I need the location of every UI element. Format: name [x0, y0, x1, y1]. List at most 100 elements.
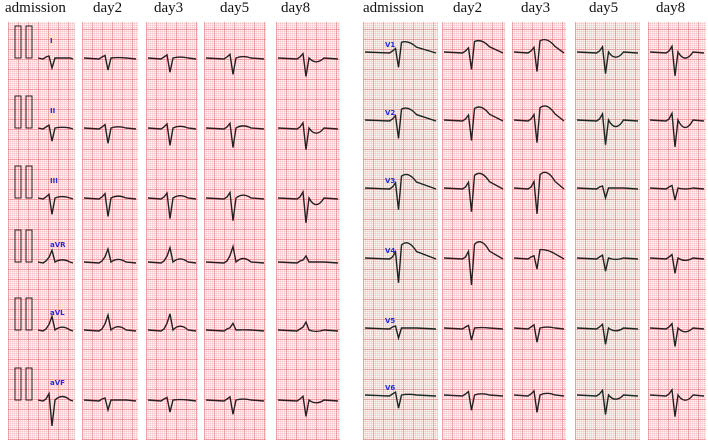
ecg-trace [147, 396, 197, 413]
ecg-strip [648, 22, 706, 440]
ecg-trace [513, 323, 565, 343]
ecg-trace [576, 322, 639, 345]
ecg-trace [83, 397, 137, 413]
ecg-trace [37, 123, 74, 142]
ecg-trace [37, 391, 74, 426]
ecg-trace [147, 122, 197, 146]
ecg-strip [512, 22, 566, 440]
calibration-pulse [14, 229, 22, 263]
calibration-pulse [25, 367, 33, 401]
calibration-pulse [14, 95, 22, 129]
ecg-strip [276, 22, 340, 440]
ecg-trace [576, 253, 639, 272]
lead-label: V3 [385, 177, 395, 185]
ecg-trace [277, 189, 339, 223]
lead-label: V1 [385, 41, 395, 49]
ecg-trace [364, 325, 437, 341]
ecg-trace [649, 184, 705, 201]
calibration-pulse [14, 297, 22, 331]
ecg-trace [649, 322, 705, 347]
ecg-trace [205, 243, 265, 264]
ecg-trace [277, 394, 339, 417]
calibration-pulse [25, 229, 33, 263]
ecg-trace [83, 54, 137, 71]
ecg-trace [83, 123, 137, 144]
lead-label: V4 [385, 247, 395, 255]
ecg-trace [277, 254, 339, 264]
lead-label: V5 [385, 317, 395, 325]
ecg-strip [442, 22, 505, 440]
ecg-trace [649, 387, 705, 417]
ecg-trace [277, 120, 339, 150]
ecg-trace [443, 390, 504, 411]
ecg-trace [513, 389, 565, 413]
ecg-trace [83, 246, 137, 264]
lead-label: aVL [50, 309, 65, 317]
ecg-strip [363, 22, 438, 440]
ecg-trace [205, 321, 265, 332]
ecg-trace [649, 44, 705, 76]
ecg-trace [513, 248, 565, 270]
calibration-pulse [14, 25, 22, 59]
ecg-trace [205, 395, 265, 415]
ecg-trace [83, 192, 137, 217]
lead-label: V2 [385, 109, 395, 117]
ecg-trace [83, 312, 137, 332]
ecg-trace [37, 55, 74, 71]
ecg-trace [205, 52, 265, 75]
calibration-pulse [14, 367, 22, 401]
ecg-strip [204, 22, 266, 440]
column-header: day5 [220, 0, 250, 16]
ecg-trace [649, 253, 705, 274]
ecg-trace [576, 111, 639, 145]
ecg-trace [443, 324, 504, 341]
ecg-trace [513, 105, 565, 143]
column-header: day3 [521, 0, 551, 16]
ecg-trace [443, 39, 504, 70]
ecg-trace [364, 390, 437, 409]
calibration-pulse [25, 95, 33, 129]
lead-label: I [50, 37, 53, 45]
ecg-trace [277, 52, 339, 77]
lead-label: V6 [385, 384, 395, 392]
ecg-strip [575, 22, 640, 440]
column-header: day3 [154, 0, 184, 16]
calibration-pulse [25, 297, 33, 331]
ecg-trace [364, 173, 437, 210]
ecg-trace [364, 40, 437, 68]
column-header: admission [5, 0, 66, 16]
ecg-trace [37, 248, 74, 264]
ecg-trace [649, 110, 705, 148]
ecg-trace [147, 245, 197, 264]
ecg-trace [147, 53, 197, 73]
column-header: day2 [93, 0, 123, 16]
ecg-trace [576, 185, 639, 201]
ecg-trace [205, 121, 265, 148]
ecg-trace [443, 241, 504, 286]
lead-label: II [50, 107, 55, 115]
ecg-trace [513, 171, 565, 214]
ecg-strip [8, 22, 75, 440]
column-header: day5 [589, 0, 619, 16]
column-header: admission [363, 0, 424, 16]
calibration-pulse [25, 165, 33, 199]
ecg-trace [576, 44, 639, 74]
ecg-trace [513, 38, 565, 72]
ecg-trace [147, 191, 197, 219]
ecg-trace [576, 388, 639, 415]
lead-label: aVF [50, 379, 65, 387]
ecg-trace [364, 242, 437, 283]
ecg-trace [147, 313, 197, 332]
ecg-trace [443, 106, 504, 141]
ecg-trace [364, 107, 437, 139]
lead-label: III [50, 177, 58, 185]
ecg-trace [443, 172, 504, 212]
ecg-strip [146, 22, 198, 440]
calibration-pulse [25, 25, 33, 59]
column-header: day2 [453, 0, 483, 16]
ecg-trace [37, 313, 74, 332]
calibration-pulse [14, 165, 22, 199]
column-header: day8 [281, 0, 311, 16]
